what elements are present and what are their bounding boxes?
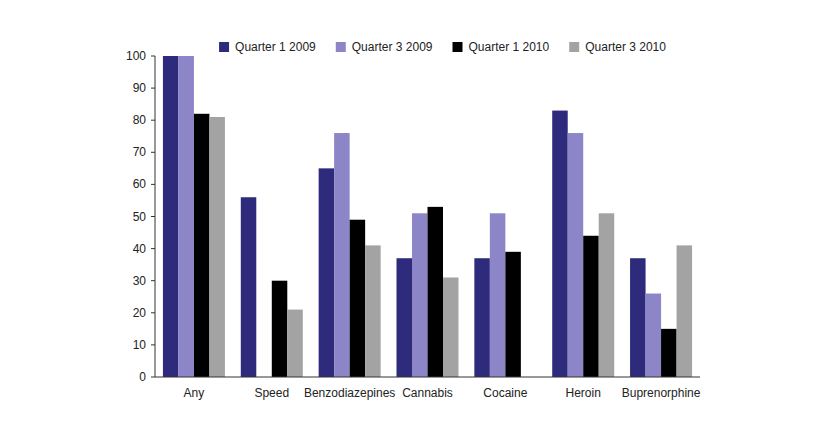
y-tick (151, 56, 155, 57)
bar (209, 117, 225, 377)
y-tick-label: 90 (133, 81, 147, 95)
bar (241, 197, 256, 377)
bar (568, 133, 584, 377)
bar (661, 329, 677, 377)
bar (443, 277, 459, 377)
bar (677, 245, 693, 377)
y-tick (151, 248, 155, 249)
legend-swatch (569, 42, 579, 52)
bar (397, 258, 413, 377)
y-tick (151, 344, 155, 345)
x-tick-label: Cocaine (483, 386, 527, 400)
bar (194, 114, 210, 377)
bar (552, 111, 568, 377)
legend: Quarter 1 2009 Quarter 3 2009 Quarter 1 20… (219, 40, 666, 54)
y-tick (151, 120, 155, 121)
bar (272, 281, 288, 377)
y-tick-label: 0 (139, 370, 146, 384)
y-tick-label: 10 (133, 338, 147, 352)
y-tick (151, 184, 155, 185)
legend-label: Quarter 1 2009 (235, 40, 316, 54)
y-tick-label: 80 (133, 113, 147, 127)
y-tick (151, 152, 155, 153)
y-tick-label: 70 (133, 145, 147, 159)
y-tick (151, 280, 155, 281)
bar (350, 220, 366, 377)
bar (163, 56, 179, 377)
bar (583, 236, 599, 377)
bar (287, 310, 303, 377)
chart: 0 10 20 30 40 50 60 70 80 90 100 Any Speed Benzodiaze… (0, 0, 820, 440)
x-tick-label: Heroin (566, 386, 601, 400)
bar (490, 213, 506, 377)
y-tick (151, 312, 155, 313)
legend-label: Quarter 3 2009 (352, 40, 433, 54)
y-tick-label: 40 (133, 242, 147, 256)
bar (428, 207, 444, 377)
bar (474, 258, 490, 377)
bar (412, 213, 428, 377)
bar (319, 168, 335, 377)
bar (505, 252, 521, 377)
bars (163, 56, 692, 377)
x-axis (155, 377, 700, 378)
legend-swatch (219, 42, 229, 52)
y-tick (151, 216, 155, 217)
bar (599, 213, 615, 377)
y-tick-label: 30 (133, 274, 147, 288)
bar (630, 258, 646, 377)
y-tick-label: 60 (133, 177, 147, 191)
legend-label: Quarter 3 2010 (585, 40, 666, 54)
x-tick-label: Speed (254, 386, 289, 400)
legend-label: Quarter 1 2010 (469, 40, 550, 54)
y-tick (151, 88, 155, 89)
x-tick-label: Cannabis (402, 386, 453, 400)
x-tick-label: Any (184, 386, 205, 400)
y-tick-label: 100 (126, 49, 146, 63)
x-tick-label: Buprenorphine (622, 386, 701, 400)
x-tick-label: Benzodiazepines (304, 386, 395, 400)
bar (365, 245, 381, 377)
legend-swatch (453, 42, 463, 52)
y-tick-label: 20 (133, 306, 147, 320)
legend-swatch (336, 42, 346, 52)
y-tick-label: 50 (133, 210, 147, 224)
bar (334, 133, 350, 377)
bar (646, 294, 662, 377)
y-tick (151, 377, 155, 378)
bar (178, 56, 194, 377)
